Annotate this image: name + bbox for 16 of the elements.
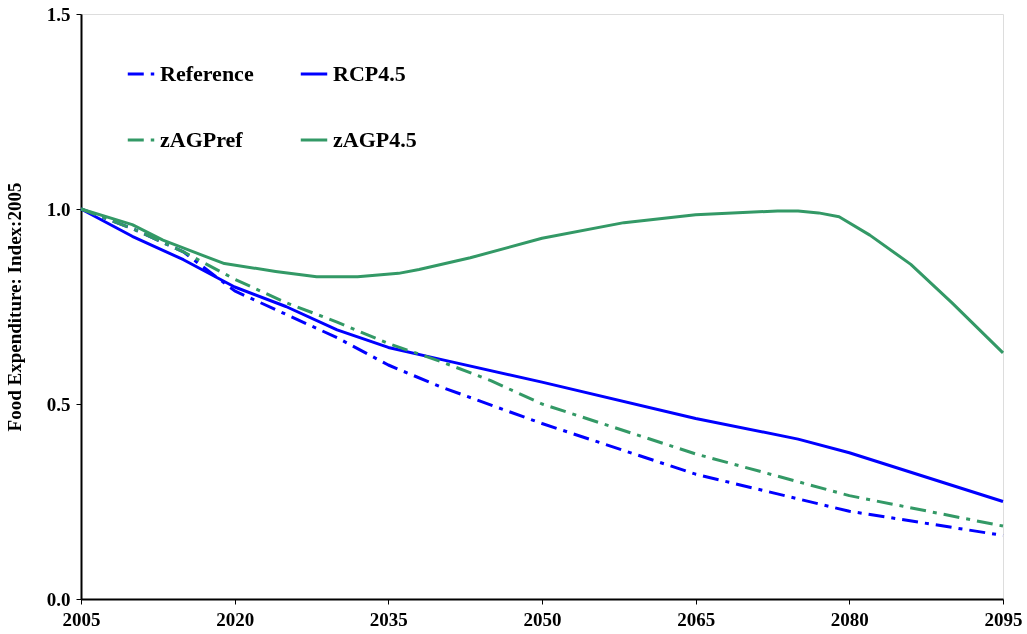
legend-label: RCP4.5 (333, 61, 406, 86)
x-tick-label: 2080 (830, 608, 869, 630)
legend-label: zAGP4.5 (333, 127, 417, 152)
x-tick-label: 2065 (677, 608, 716, 630)
y-tick-label: 1.0 (46, 198, 71, 220)
x-tick-label: 2005 (62, 608, 101, 630)
y-axis-title: Food Expenditure: Index:2005 (3, 182, 25, 432)
x-tick-label: 2050 (523, 608, 562, 630)
x-tick-label: 2035 (369, 608, 408, 630)
y-tick-label: 0.5 (46, 393, 71, 415)
y-tick-label: 1.5 (46, 3, 71, 25)
legend-label: Reference (160, 61, 254, 86)
y-tick-label: 0.0 (46, 588, 71, 610)
x-tick-label: 2095 (984, 608, 1023, 630)
legend-label: zAGPref (160, 127, 244, 152)
x-tick-label: 2020 (216, 608, 255, 630)
